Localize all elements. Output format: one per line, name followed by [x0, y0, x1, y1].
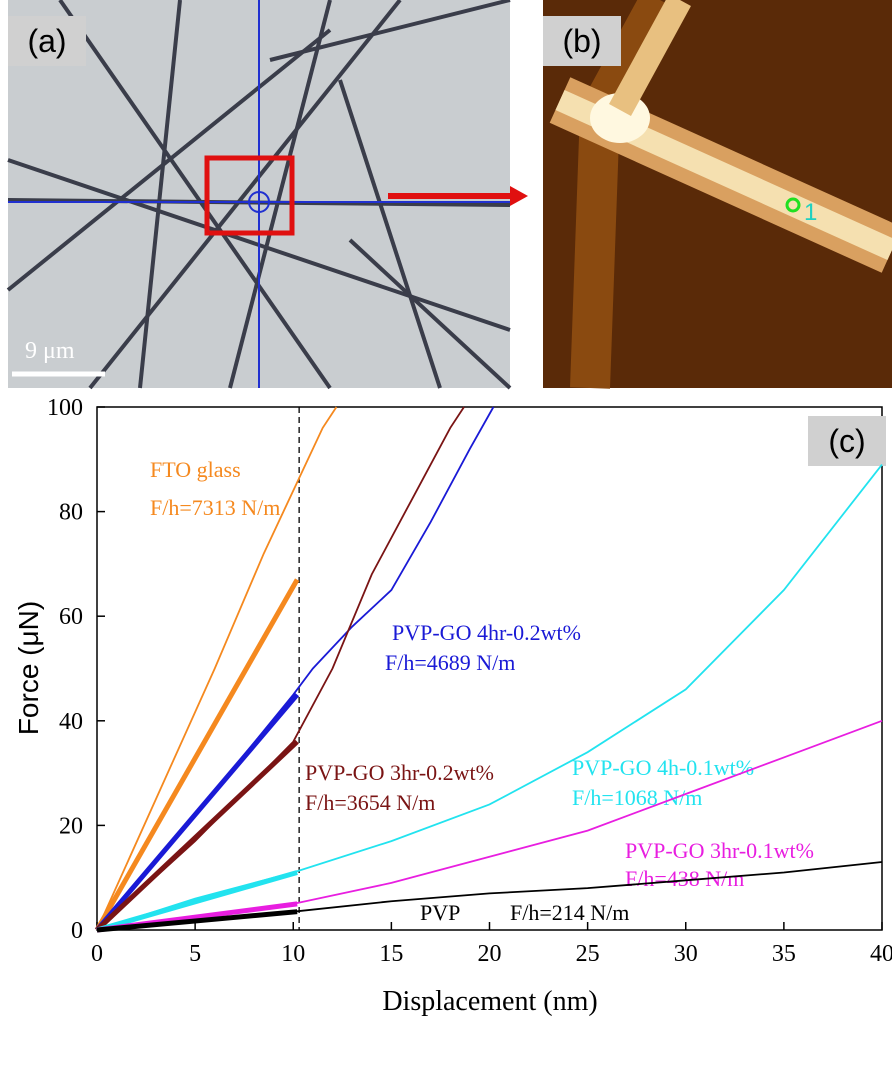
x-tick-label: 15 [379, 941, 403, 967]
series-name: PVP-GO 3hr-0.2wt% [305, 760, 494, 785]
y-tick-label: 60 [59, 604, 83, 630]
x-tick-label: 40 [870, 941, 892, 967]
panel-b: (b) 1 [543, 0, 892, 388]
series-name: PVP-GO 4hr-0.2wt% [392, 620, 581, 645]
arrow-head [510, 186, 528, 206]
y-axis-label: Force (μN) [13, 601, 44, 735]
series-annotation: F/h=4689 N/m [385, 650, 515, 675]
x-axis-label: Displacement (nm) [382, 986, 597, 1017]
x-tick-label: 5 [189, 941, 201, 967]
chart: (c) Displacement (nm) Force (μN) 0 5 10 15 2… [13, 395, 892, 1017]
scale-bar-label: 9 μm [25, 338, 75, 364]
series-name: FTO glass [150, 457, 241, 482]
series-name: PVP-GO 4h-0.1wt% [572, 755, 754, 780]
page: (a) 9 μm (b) 1 (c) Displacement (nm) For… [0, 0, 892, 1072]
marker-label: 1 [804, 199, 817, 226]
x-tick-label: 35 [772, 941, 796, 967]
series-name: PVP [420, 900, 460, 925]
y-tick-label: 0 [71, 918, 83, 944]
series-annotation: F/h=214 N/m [510, 900, 629, 925]
panel-label: (c) [828, 423, 865, 459]
x-tick-label: 20 [478, 941, 502, 967]
x-tick-label: 25 [576, 941, 600, 967]
series-annotation: F/h=438 N/m [625, 866, 744, 891]
y-tick-label: 20 [59, 813, 83, 839]
panel-label: (b) [562, 23, 601, 59]
y-tick-label: 100 [47, 395, 83, 421]
x-tick-label: 10 [281, 941, 305, 967]
series-annotation: F/h=7313 N/m [150, 495, 280, 520]
y-tick-label: 40 [59, 709, 83, 735]
x-tick-label: 0 [91, 941, 103, 967]
series-annotation: F/h=3654 N/m [305, 790, 435, 815]
figure: (a) 9 μm (b) 1 (c) Displacement (nm) For… [0, 0, 892, 1072]
panel-label: (a) [27, 23, 66, 59]
x-tick-label: 30 [674, 941, 698, 967]
series-annotation: F/h=1068 N/m [572, 785, 702, 810]
y-tick-label: 80 [59, 500, 83, 526]
series-name: PVP-GO 3hr-0.1wt% [625, 838, 814, 863]
